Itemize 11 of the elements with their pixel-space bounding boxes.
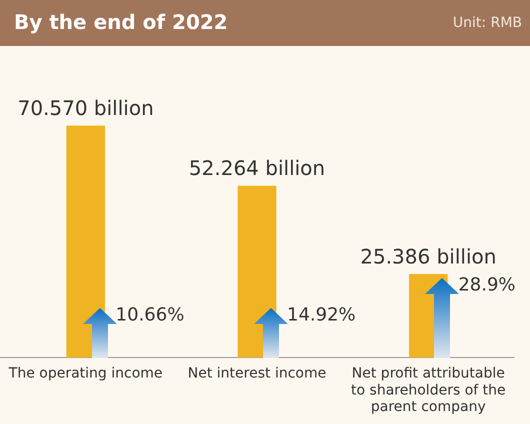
x-tick-label: Net profit attributable to shareholders of the parent company	[351, 366, 506, 416]
x-tick-label: The operating income	[8, 366, 163, 382]
data-label: 70.570 billion	[18, 96, 154, 120]
annotation: 28.9%	[458, 274, 516, 296]
data-label: 52.264 billion	[188, 156, 326, 180]
annotation: 10.66%	[116, 304, 184, 326]
chart-title: By the end of 2022	[14, 10, 228, 34]
chart-subtitle: Unit: RMB	[452, 15, 522, 31]
annotation: 14.92%	[287, 304, 356, 326]
x-tick-label: Net interest income	[188, 366, 326, 382]
data-label: 25.386 billion	[360, 244, 496, 268]
